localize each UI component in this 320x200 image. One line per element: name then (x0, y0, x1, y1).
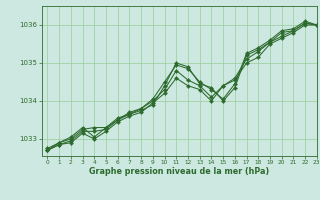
X-axis label: Graphe pression niveau de la mer (hPa): Graphe pression niveau de la mer (hPa) (89, 167, 269, 176)
